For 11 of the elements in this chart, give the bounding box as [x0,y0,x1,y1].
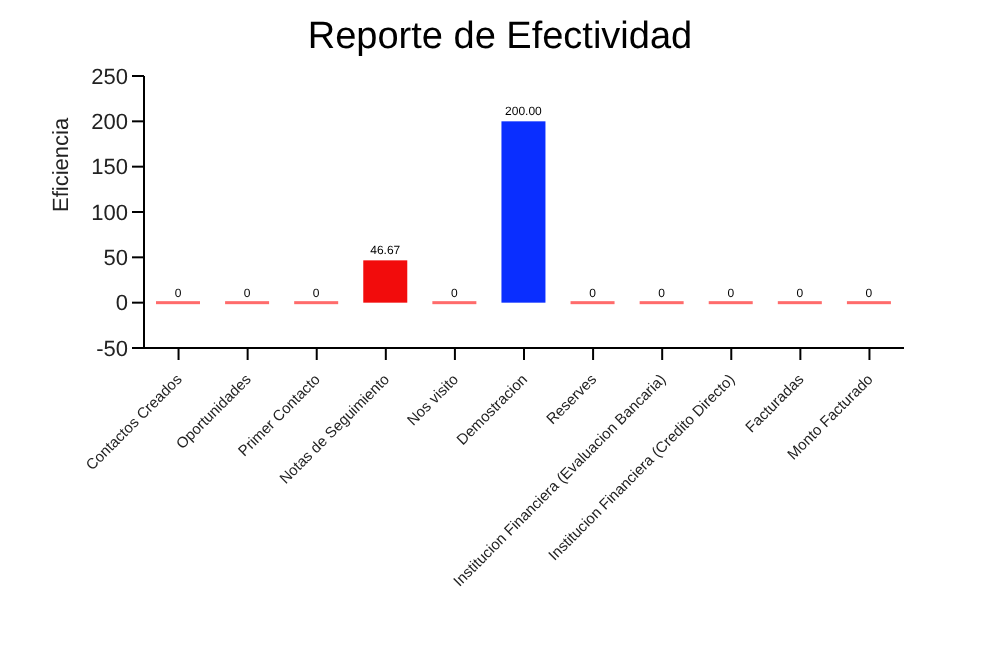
y-axis-title: Eficiencia [49,116,74,212]
y-tick-label: 100 [91,201,128,226]
y-tick-label: 50 [103,247,128,272]
y-tick-label: 200 [91,111,128,136]
y-tick-label: -50 [96,337,128,362]
y-tick-label: 150 [91,156,128,181]
chart-title: Reporte de Efectividad [305,16,695,62]
y-tick-label: 0 [115,292,128,317]
bar [501,121,546,303]
bar [363,260,408,303]
y-tick-label: 250 [91,65,128,90]
